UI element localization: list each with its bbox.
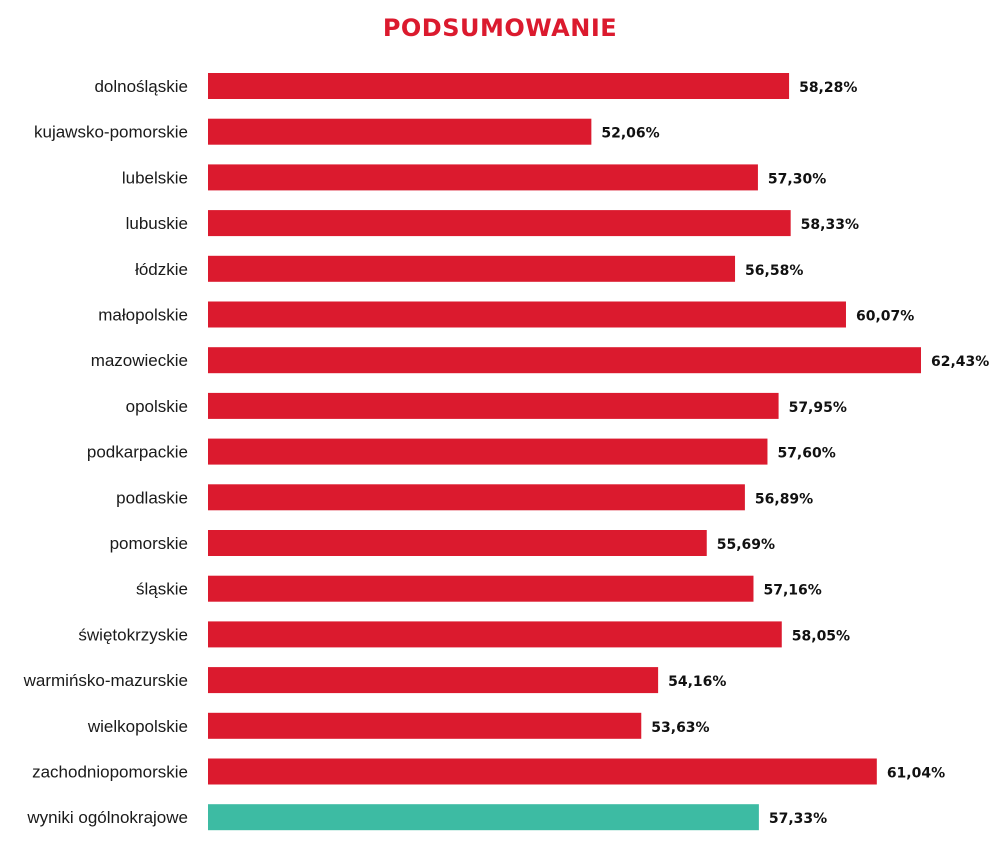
value-label: 54,16%: [668, 674, 726, 690]
category-label: zachodniopomorskie: [32, 763, 188, 782]
category-label: wyniki ogólnokrajowe: [26, 808, 188, 827]
value-label: 56,89%: [755, 491, 813, 507]
value-label: 57,30%: [768, 171, 826, 187]
value-label: 62,43%: [931, 354, 989, 370]
bar: [208, 301, 846, 328]
category-label: opolskie: [126, 397, 188, 416]
bar: [208, 118, 592, 145]
bar: [208, 438, 768, 465]
category-label: wielkopolskie: [87, 717, 188, 736]
category-label: śląskie: [136, 580, 188, 599]
category-label: łódzkie: [135, 260, 188, 279]
value-label: 57,16%: [763, 583, 821, 599]
bar: [208, 621, 782, 648]
category-label: lubelskie: [122, 168, 188, 187]
bar: [208, 255, 736, 282]
category-label: kujawsko-pomorskie: [34, 123, 188, 142]
category-label: lubuskie: [126, 214, 188, 233]
value-label: 57,33%: [769, 811, 827, 827]
bar: [208, 575, 754, 602]
value-label: 58,33%: [801, 217, 859, 233]
value-label: 60,07%: [856, 309, 914, 325]
value-label: 55,69%: [717, 537, 775, 553]
value-label: 57,95%: [789, 400, 847, 416]
category-label: warmińsko-mazurskie: [23, 671, 188, 690]
category-label: podlaskie: [116, 488, 188, 507]
value-label: 52,06%: [601, 126, 659, 142]
category-label: świętokrzyskie: [78, 625, 188, 644]
bar: [208, 484, 745, 511]
bar: [208, 347, 921, 374]
value-label: 57,60%: [777, 446, 835, 462]
bar: [208, 758, 877, 785]
bar: [208, 392, 779, 419]
bar-national: [208, 804, 759, 831]
bar: [208, 530, 707, 556]
bar: [208, 210, 791, 237]
bar: [208, 712, 642, 739]
bar: [208, 73, 790, 99]
category-label: mazowieckie: [91, 351, 188, 370]
category-label: małopolskie: [98, 306, 188, 325]
category-label: dolnośląskie: [94, 77, 188, 96]
category-label: podkarpackie: [87, 443, 188, 462]
category-label: pomorskie: [110, 534, 188, 553]
value-label: 56,58%: [745, 263, 803, 279]
value-label: 58,05%: [792, 628, 850, 644]
chart-title: PODSUMOWANIE: [382, 14, 618, 42]
value-label: 61,04%: [887, 766, 945, 782]
value-label: 58,28%: [799, 80, 857, 96]
bar: [208, 667, 659, 694]
bar: [208, 164, 758, 191]
value-label: 53,63%: [651, 720, 709, 736]
